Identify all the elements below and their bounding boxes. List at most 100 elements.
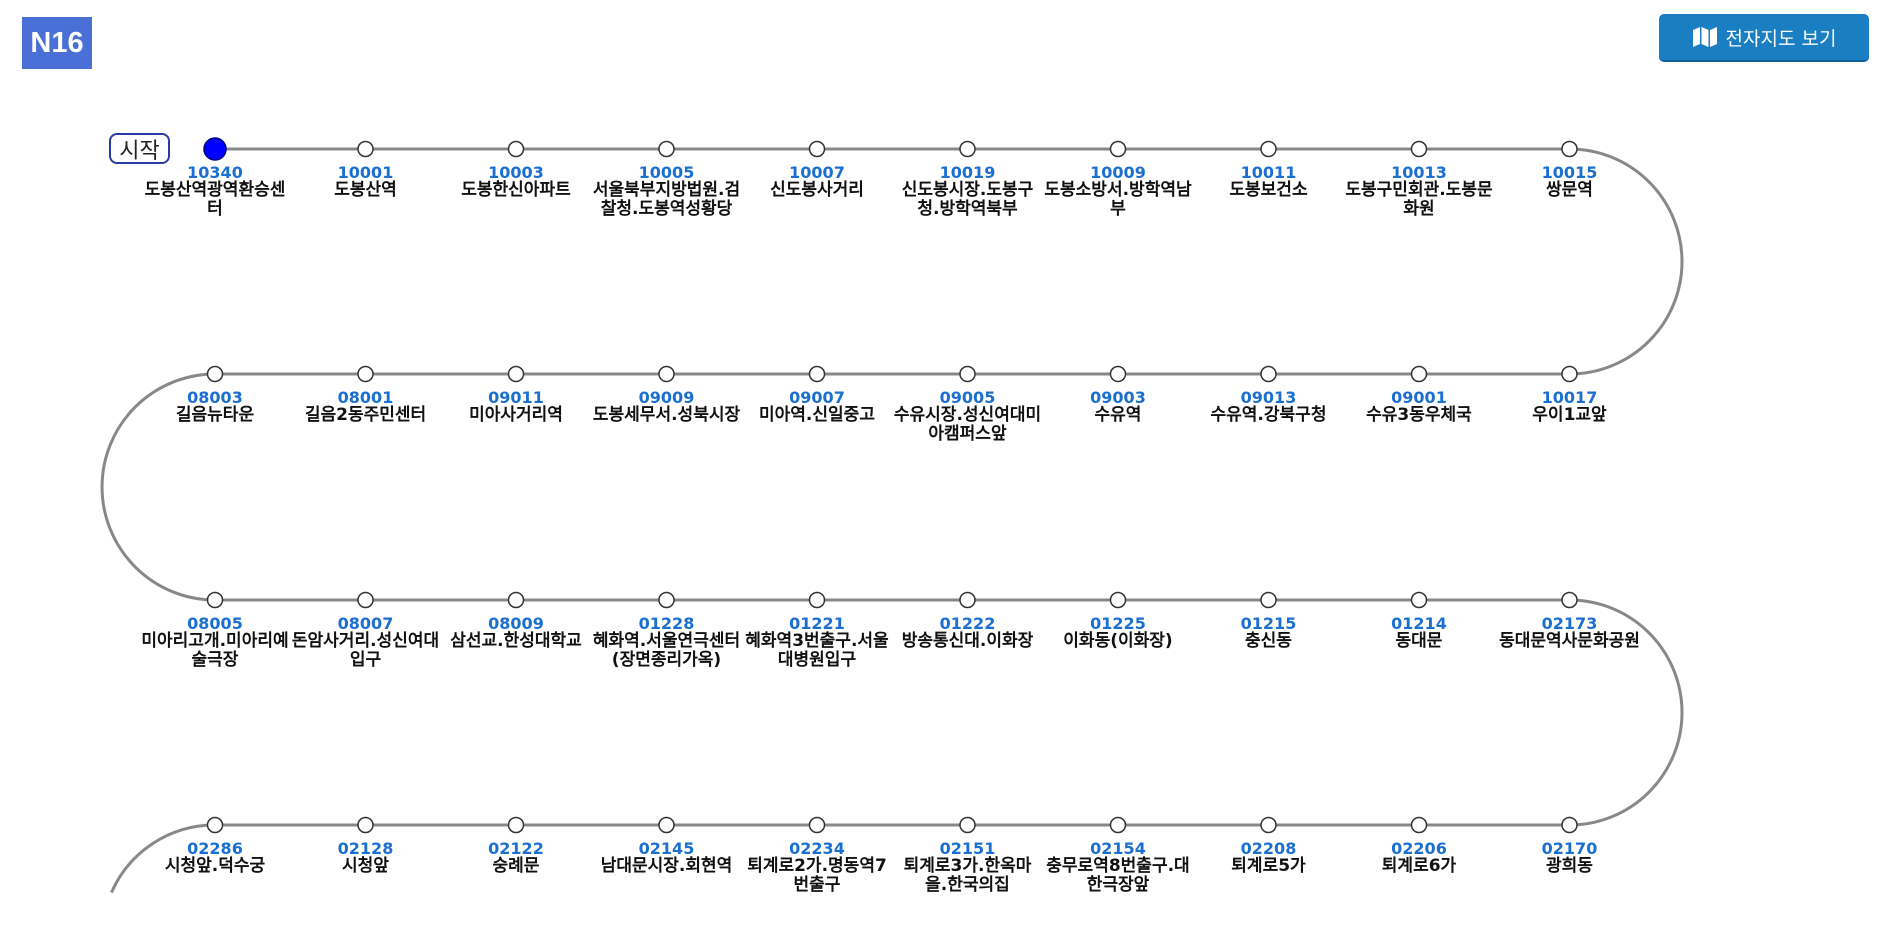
stop-item[interactable]: 10001 도봉산역	[286, 164, 446, 200]
route-number-badge: N16	[22, 17, 92, 69]
stop-node[interactable]	[1410, 365, 1428, 383]
stop-node[interactable]	[1410, 816, 1428, 834]
stop-node[interactable]	[1410, 591, 1428, 609]
stop-node[interactable]	[1561, 591, 1578, 609]
stop-item[interactable]: 02208 퇴계로5가	[1189, 840, 1349, 876]
stop-node[interactable]	[357, 816, 374, 834]
stop-item[interactable]: 09005 수유시장.성신여대미아캠퍼스앞	[888, 389, 1048, 444]
stop-item[interactable]: 09011 미아사거리역	[436, 389, 596, 425]
stop-node[interactable]	[1561, 140, 1578, 158]
stop-item[interactable]: 01214 동대문	[1339, 615, 1499, 651]
stop-node[interactable]	[808, 816, 826, 834]
stop-item[interactable]: 10017 우이1교앞	[1490, 389, 1650, 425]
stop-node[interactable]	[959, 365, 976, 383]
stop-name: 충신동	[1245, 631, 1292, 651]
stop-item[interactable]: 02122 숭례문	[436, 840, 596, 876]
stop-item[interactable]: 02286 시청앞.덕수궁	[135, 840, 295, 876]
stop-code: 08001	[337, 388, 394, 407]
stop-node[interactable]	[658, 816, 675, 834]
stop-node[interactable]	[1260, 365, 1277, 383]
stop-item[interactable]: 08005 미아리고개.미아리예술극장	[135, 615, 295, 670]
stop-name: 동대문	[1395, 631, 1443, 651]
stop-node[interactable]	[1109, 816, 1127, 834]
stop-item[interactable]: 09003 수유역	[1038, 389, 1198, 425]
stop-code: 10001	[337, 163, 394, 182]
stop-item[interactable]: 02206 퇴계로6가	[1339, 840, 1499, 876]
stop-item[interactable]: 08003 길음뉴타운	[135, 389, 295, 425]
stop-item[interactable]: 02145 남대문시장.회현역	[587, 840, 747, 876]
stop-node[interactable]	[808, 140, 826, 158]
stop-code: 10017	[1541, 388, 1598, 407]
stop-node[interactable]	[658, 140, 675, 158]
stop-item[interactable]: 02173 동대문역사문화공원	[1490, 615, 1650, 651]
stop-node[interactable]	[1260, 816, 1277, 834]
stop-node[interactable]	[1109, 591, 1127, 609]
stop-item[interactable]: 02234 퇴계로2가.명동역7번출구	[737, 840, 897, 895]
stop-node[interactable]	[1260, 591, 1277, 609]
stop-item[interactable]: 10007 신도봉사거리	[737, 164, 897, 200]
stop-node[interactable]	[206, 816, 224, 834]
stop-item[interactable]: 08001 길음2동주민센터	[286, 389, 446, 425]
stop-node[interactable]	[357, 365, 374, 383]
stop-node[interactable]	[658, 365, 675, 383]
stop-item[interactable]: 09007 미아역.신일중고	[737, 389, 897, 425]
stop-node[interactable]	[959, 140, 976, 158]
start-stop-node[interactable]	[203, 137, 227, 161]
view-map-button[interactable]: 전자지도 보기	[1659, 14, 1869, 62]
stop-item[interactable]: 01215 충신동	[1189, 615, 1349, 651]
stop-item[interactable]: 08009 삼선교.한성대학교	[436, 615, 596, 651]
stop-name: 도봉소방서.방학역남부	[1044, 180, 1192, 219]
stop-item[interactable]: 09009 도봉세무서.성북시장	[587, 389, 747, 425]
stop-item[interactable]: 01225 이화동(이화장)	[1038, 615, 1198, 651]
stop-item[interactable]: 01228 혜화역.서울연극센터(장면종리가옥)	[587, 615, 747, 670]
stop-item[interactable]: 09013 수유역.강북구청	[1189, 389, 1349, 425]
stop-item[interactable]: 08007 돈암사거리.성신여대입구	[286, 615, 446, 670]
stop-node[interactable]	[808, 591, 826, 609]
stop-node[interactable]	[1109, 140, 1127, 158]
stop-name: 미아리고개.미아리예술극장	[141, 631, 289, 670]
stop-code: 08005	[187, 614, 243, 633]
stop-node[interactable]	[507, 816, 525, 834]
stop-node[interactable]	[658, 591, 675, 609]
stop-item[interactable]: 10340 도봉산역광역환승센터	[135, 164, 295, 219]
stop-code: 09005	[939, 388, 996, 407]
stop-node[interactable]	[507, 140, 525, 158]
stop-name: 시청앞	[342, 856, 389, 876]
stop-item[interactable]: 01222 방송통신대.이화장	[888, 615, 1048, 651]
stop-node[interactable]	[1109, 365, 1127, 383]
stop-name: 수유시장.성신여대미아캠퍼스앞	[893, 405, 1042, 444]
stop-node[interactable]	[206, 591, 224, 609]
stop-item[interactable]: 10019 신도봉시장.도봉구청.방학역북부	[888, 164, 1048, 219]
stop-name: 도봉구민회관.도봉문화원	[1345, 180, 1493, 219]
stop-node[interactable]	[357, 140, 374, 158]
stop-node[interactable]	[1260, 140, 1277, 158]
stop-node[interactable]	[1561, 365, 1578, 383]
stop-name: 혜화역.서울연극센터(장면종리가옥)	[592, 631, 741, 670]
stop-item[interactable]: 02128 시청앞	[286, 840, 446, 876]
stop-item[interactable]: 10015 쌍문역	[1490, 164, 1650, 200]
stop-item[interactable]: 10009 도봉소방서.방학역남부	[1038, 164, 1198, 219]
stop-node[interactable]	[507, 591, 525, 609]
stop-item[interactable]: 02154 충무로역8번출구.대한극장앞	[1038, 840, 1198, 895]
stop-code: 02170	[1541, 839, 1598, 858]
stop-node[interactable]	[206, 365, 224, 383]
stop-node[interactable]	[1561, 816, 1578, 834]
stop-node[interactable]	[959, 591, 976, 609]
stop-item[interactable]: 02151 퇴계로3가.한옥마을.한국의집	[888, 840, 1048, 895]
stop-node[interactable]	[1410, 140, 1428, 158]
stop-item[interactable]: 10005 서울북부지방법원.검찰청.도봉역성황당	[587, 164, 747, 219]
stop-node[interactable]	[959, 816, 976, 834]
stop-node[interactable]	[808, 365, 826, 383]
stop-item[interactable]: 09001 수유3동우체국	[1339, 389, 1499, 425]
stop-node[interactable]	[507, 365, 525, 383]
stop-code: 08007	[337, 614, 394, 633]
stop-item[interactable]: 01221 혜화역3번출구.서울대병원입구	[737, 615, 897, 670]
stop-item[interactable]: 10011 도봉보건소	[1189, 164, 1349, 200]
stop-node[interactable]	[357, 591, 374, 609]
stop-item[interactable]: 02170 광희동	[1490, 840, 1650, 876]
stop-item[interactable]: 10003 도봉한신아파트	[436, 164, 596, 200]
stop-name: 신도봉시장.도봉구청.방학역북부	[901, 180, 1034, 219]
stop-code: 10019	[939, 163, 996, 182]
stop-item[interactable]: 10013 도봉구민회관.도봉문화원	[1339, 164, 1499, 219]
stop-code: 02208	[1240, 839, 1297, 858]
